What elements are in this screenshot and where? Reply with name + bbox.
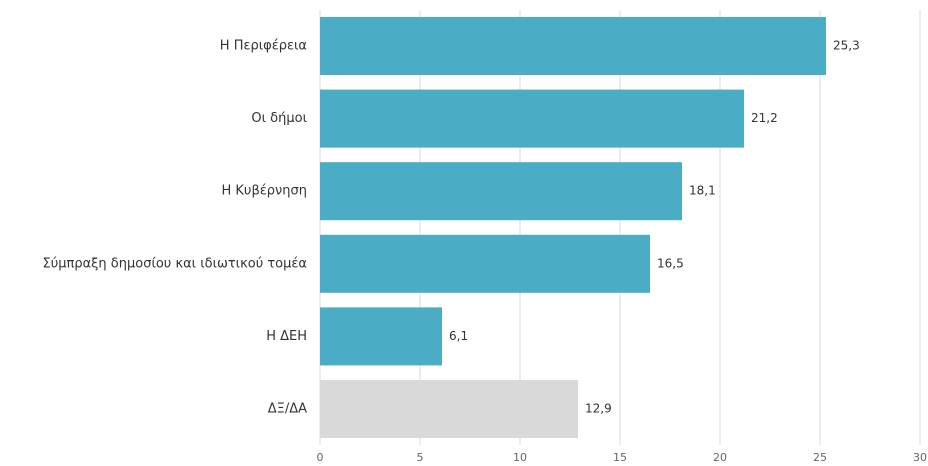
labels: 0 5 10 15 20 25 30 Η Περιφέρεια 25,3 Οι δήμοι 21,2… bbox=[43, 39, 927, 465]
x-tick-label: 20 bbox=[713, 451, 727, 464]
category-label: ΔΞ/ΔΑ bbox=[268, 402, 307, 417]
category-label: Η Περιφέρεια bbox=[220, 39, 307, 54]
grid-lines bbox=[319, 10, 921, 445]
category-label: Οι δήμοι bbox=[251, 111, 307, 126]
x-tick-label: 5 bbox=[417, 451, 424, 464]
bar bbox=[320, 234, 650, 293]
bar bbox=[320, 17, 826, 75]
bars bbox=[320, 17, 826, 438]
data-label: 21,2 bbox=[751, 111, 778, 125]
data-label: 16,5 bbox=[657, 256, 684, 270]
x-tick-label: 15 bbox=[613, 451, 627, 464]
bar bbox=[320, 380, 578, 438]
category-label: Η ΔΕΗ bbox=[266, 329, 307, 344]
x-tick-label: 30 bbox=[913, 451, 927, 464]
data-label: 12,9 bbox=[585, 402, 612, 416]
data-label: 6,1 bbox=[449, 329, 468, 343]
category-label: Η Κυβέρνηση bbox=[221, 184, 307, 199]
x-tick-label: 25 bbox=[813, 451, 827, 464]
bar bbox=[320, 89, 744, 148]
data-label: 18,1 bbox=[689, 184, 716, 198]
x-tick-label: 0 bbox=[317, 451, 324, 464]
x-tick-label: 10 bbox=[513, 451, 527, 464]
data-label: 25,3 bbox=[833, 39, 860, 53]
category-label: Σύμπραξη δημοσίου και ιδιωτικού τομέα bbox=[43, 256, 307, 271]
bar bbox=[320, 307, 442, 366]
bar bbox=[320, 162, 682, 221]
